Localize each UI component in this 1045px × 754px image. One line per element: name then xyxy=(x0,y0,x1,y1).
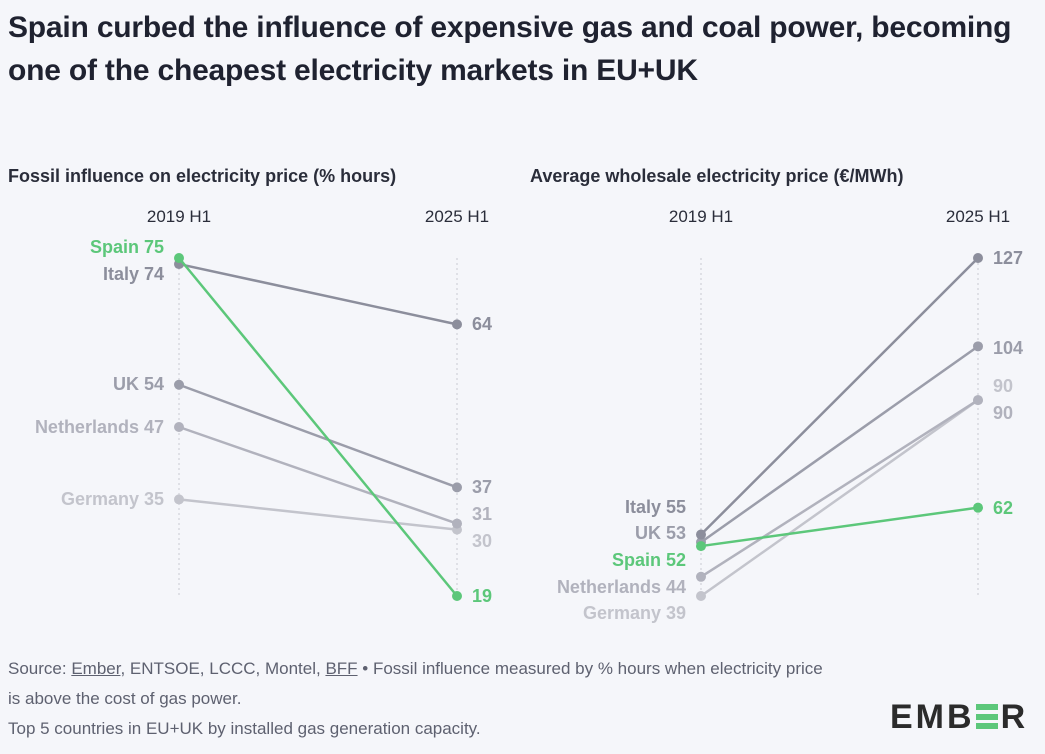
point-start-italy xyxy=(696,529,706,540)
label-start-netherlands: Netherlands 47 xyxy=(35,417,164,437)
point-start-uk xyxy=(174,379,184,390)
label-end-germany: 30 xyxy=(472,531,492,551)
point-start-netherlands xyxy=(174,422,184,432)
label-start-italy: Italy 55 xyxy=(625,497,686,517)
series-line-netherlands xyxy=(700,399,979,578)
series-line-italy xyxy=(700,257,979,536)
column-header: 2019 H1 xyxy=(669,207,733,226)
point-end-spain xyxy=(452,591,462,601)
point-start-spain xyxy=(174,253,184,263)
label-start-spain: Spain 75 xyxy=(90,237,164,257)
label-end-uk: 37 xyxy=(472,477,492,497)
series-line-uk xyxy=(700,345,979,544)
series-line-uk xyxy=(178,383,458,489)
label-start-italy: Italy 74 xyxy=(103,264,164,284)
label-start-uk: UK 54 xyxy=(113,374,164,394)
point-end-italy xyxy=(973,253,983,263)
source-link-bff[interactable]: BFF xyxy=(325,659,358,678)
label-end-italy: 64 xyxy=(472,314,492,334)
left-chart-title: Fossil influence on electricity price (%… xyxy=(8,166,397,186)
label-start-germany: Germany 35 xyxy=(61,489,164,509)
chart-title: Spain curbed the influence of expensive … xyxy=(8,11,1012,87)
label-start-uk: UK 53 xyxy=(635,523,686,543)
label-end-netherlands: 90 xyxy=(993,403,1013,423)
point-end-netherlands xyxy=(973,395,983,406)
point-end-italy xyxy=(452,319,462,330)
right-chart-title: Average wholesale electricity price (€/M… xyxy=(530,166,904,186)
label-start-germany: Germany 39 xyxy=(583,603,686,623)
sources-text: , ENTSOE, LCCC, Montel, xyxy=(120,659,326,678)
series-line-spain xyxy=(700,506,979,548)
point-start-spain xyxy=(696,541,706,552)
label-end-germany: 90 xyxy=(993,376,1013,396)
point-start-netherlands xyxy=(696,571,706,582)
label-end-italy: 127 xyxy=(993,248,1023,268)
label-start-netherlands: Netherlands 44 xyxy=(557,577,686,597)
series-line-germany xyxy=(700,399,979,598)
fossil-note: • Fossil influence measured by % hours w… xyxy=(8,659,823,708)
source-label: Source: xyxy=(8,659,72,678)
ember-logo: EMB R xyxy=(890,698,1029,736)
label-end-netherlands: 31 xyxy=(472,504,492,524)
source-link-ember[interactable]: Ember xyxy=(71,659,121,678)
point-end-spain xyxy=(973,502,983,513)
label-end-uk: 104 xyxy=(993,338,1023,358)
series-line-germany xyxy=(178,498,458,531)
point-start-germany xyxy=(174,494,184,505)
point-end-uk xyxy=(973,341,983,352)
column-header: 2025 H1 xyxy=(946,207,1010,226)
series-line-netherlands xyxy=(178,425,458,525)
label-start-spain: Spain 52 xyxy=(612,550,686,570)
column-header: 2019 H1 xyxy=(147,207,211,226)
point-start-germany xyxy=(696,591,706,601)
column-header: 2025 H1 xyxy=(425,207,489,226)
series-line-italy xyxy=(178,262,458,326)
label-end-spain: 62 xyxy=(993,498,1013,518)
label-end-spain: 19 xyxy=(472,586,492,606)
point-end-uk xyxy=(452,482,462,493)
series-line-spain xyxy=(178,257,458,597)
footer-note: Source: Ember, ENTSOE, LCCC, Montel, BFF… xyxy=(8,654,838,744)
countries-note: Top 5 countries in EU+UK by installed ga… xyxy=(8,719,481,738)
point-end-netherlands xyxy=(452,518,462,529)
